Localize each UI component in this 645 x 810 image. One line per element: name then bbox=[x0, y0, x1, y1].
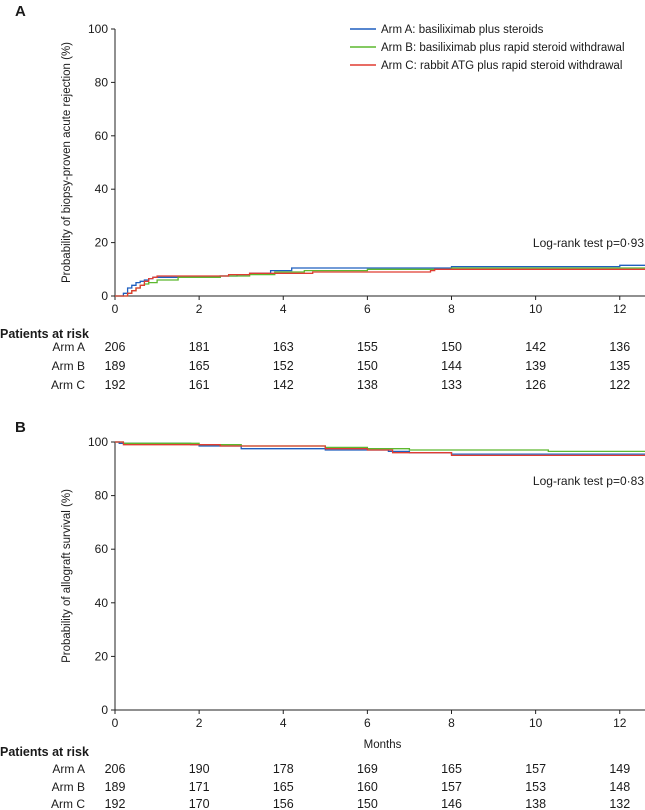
x-tick-label: 4 bbox=[280, 302, 287, 316]
risk-count: 206 bbox=[105, 762, 126, 776]
legend: Arm A: basiliximab plus steroids Arm B: b… bbox=[350, 24, 625, 72]
risk-count: 163 bbox=[273, 340, 294, 354]
risk-count: 142 bbox=[273, 378, 294, 392]
risk-count: 150 bbox=[441, 340, 462, 354]
x-tick-label: 8 bbox=[448, 302, 455, 316]
risk-table-header: Patients at risk bbox=[0, 327, 89, 341]
risk-count: 190 bbox=[189, 762, 210, 776]
risk-count: 146 bbox=[441, 797, 462, 810]
y-tick-label: 100 bbox=[88, 22, 108, 36]
panel-a: A 0 20 40 60 80 100 0 2 4 6 8 10 12 Probability of bio… bbox=[0, 3, 645, 392]
y-tick-label: 0 bbox=[101, 289, 108, 303]
risk-count: 144 bbox=[441, 359, 462, 373]
risk-count: 165 bbox=[273, 780, 294, 794]
risk-count: 192 bbox=[105, 378, 126, 392]
risk-count: 171 bbox=[189, 780, 210, 794]
x-tick-label: 6 bbox=[364, 716, 371, 730]
risk-count: 126 bbox=[525, 378, 546, 392]
y-tick-label: 60 bbox=[95, 129, 109, 143]
risk-count: 138 bbox=[357, 378, 378, 392]
x-tick-label: 10 bbox=[529, 302, 543, 316]
y-tick-label: 40 bbox=[95, 596, 109, 610]
risk-table-header: Patients at risk bbox=[0, 745, 89, 759]
panel-label: A bbox=[15, 3, 26, 20]
risk-count: 165 bbox=[189, 359, 210, 373]
risk-count: 178 bbox=[273, 762, 294, 776]
risk-count: 150 bbox=[357, 797, 378, 810]
risk-row-label: Arm C bbox=[51, 797, 85, 810]
risk-count: 160 bbox=[357, 780, 378, 794]
risk-count: 165 bbox=[441, 762, 462, 776]
risk-count: 157 bbox=[525, 762, 546, 776]
risk-count: 189 bbox=[105, 359, 126, 373]
y-tick-label: 100 bbox=[88, 435, 108, 449]
x-tick-label: 2 bbox=[196, 302, 203, 316]
y-tick-label: 20 bbox=[95, 649, 109, 663]
legend-entry: Arm B: basiliximab plus rapid steroid wi… bbox=[381, 42, 625, 54]
x-tick-label: 0 bbox=[112, 716, 119, 730]
y-tick-label: 80 bbox=[95, 489, 109, 503]
risk-count: 161 bbox=[189, 378, 210, 392]
x-tick-label: 8 bbox=[448, 716, 455, 730]
risk-count: 122 bbox=[609, 378, 630, 392]
x-tick-label: 6 bbox=[364, 302, 371, 316]
log-rank-annotation: Log-rank test p=0·93 bbox=[533, 236, 644, 250]
risk-count: 135 bbox=[609, 359, 630, 373]
x-tick-label: 12 bbox=[613, 716, 627, 730]
x-tick-label: 2 bbox=[196, 716, 203, 730]
x-tick-label: 0 bbox=[112, 302, 119, 316]
risk-count: 206 bbox=[105, 340, 126, 354]
legend-entry: Arm A: basiliximab plus steroids bbox=[381, 24, 544, 36]
y-axis-title: Probability of biopsy-proven acute rejec… bbox=[61, 42, 73, 283]
risk-count: 139 bbox=[525, 359, 546, 373]
risk-count: 132 bbox=[609, 797, 630, 810]
risk-table: Patients at risk Arm A 206 190 178 169 165 157 1… bbox=[0, 745, 630, 810]
risk-count: 138 bbox=[525, 797, 546, 810]
risk-count: 136 bbox=[609, 340, 630, 354]
risk-count: 148 bbox=[609, 780, 630, 794]
panel-label: B bbox=[15, 419, 26, 436]
risk-row-label: Arm B bbox=[52, 359, 85, 373]
y-tick-label: 60 bbox=[95, 542, 109, 556]
risk-count: 181 bbox=[189, 340, 210, 354]
risk-count: 169 bbox=[357, 762, 378, 776]
x-tick-label: 10 bbox=[529, 716, 543, 730]
x-axis-title: Months bbox=[364, 739, 402, 751]
risk-count: 149 bbox=[609, 762, 630, 776]
panel-b: B 0 20 40 60 80 100 0 2 4 6 8 10 12 Probability of all… bbox=[0, 419, 645, 810]
risk-count: 156 bbox=[273, 797, 294, 810]
risk-count: 150 bbox=[357, 359, 378, 373]
risk-count: 155 bbox=[357, 340, 378, 354]
log-rank-annotation: Log-rank test p=0·83 bbox=[533, 474, 644, 488]
series-line-arm-c bbox=[115, 268, 645, 297]
risk-row-label: Arm C bbox=[51, 378, 85, 392]
legend-entry: Arm C: rabbit ATG plus rapid steroid wit… bbox=[381, 60, 622, 72]
risk-row-label: Arm A bbox=[52, 762, 85, 776]
risk-count: 170 bbox=[189, 797, 210, 810]
risk-row-label: Arm B bbox=[52, 780, 85, 794]
risk-count: 133 bbox=[441, 378, 462, 392]
y-tick-label: 40 bbox=[95, 182, 109, 196]
risk-count: 153 bbox=[525, 780, 546, 794]
risk-row-label: Arm A bbox=[52, 340, 85, 354]
risk-count: 152 bbox=[273, 359, 294, 373]
x-tick-label: 4 bbox=[280, 716, 287, 730]
y-tick-label: 80 bbox=[95, 75, 109, 89]
y-axis-title: Probability of allograft survival (%) bbox=[61, 489, 73, 663]
risk-count: 192 bbox=[105, 797, 126, 810]
risk-count: 189 bbox=[105, 780, 126, 794]
x-tick-label: 12 bbox=[613, 302, 627, 316]
y-tick-label: 0 bbox=[101, 703, 108, 717]
series-line-arm-c bbox=[115, 441, 645, 457]
y-tick-label: 20 bbox=[95, 236, 109, 250]
risk-count: 157 bbox=[441, 780, 462, 794]
risk-count: 142 bbox=[525, 340, 546, 354]
